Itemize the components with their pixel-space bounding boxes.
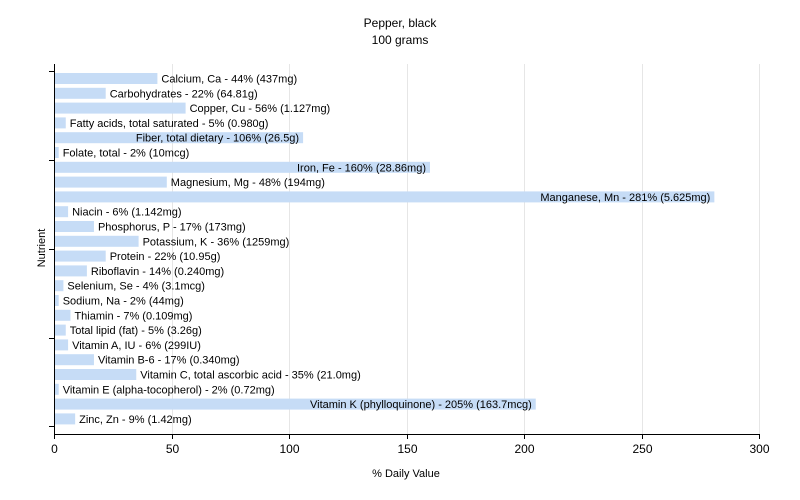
x-tick-label: 50 xyxy=(166,442,180,456)
chart-title: Pepper, black xyxy=(364,16,438,30)
bar xyxy=(54,235,139,247)
chart-subtitle: 100 grams xyxy=(372,33,429,47)
bar-label: Magnesium, Mg - 48% (194mg) xyxy=(171,177,325,189)
x-tick-label: 300 xyxy=(749,442,769,456)
bar-label: Folate, total - 2% (10mcg) xyxy=(63,148,190,160)
bar xyxy=(54,354,94,366)
bar-label: Potassium, K - 36% (1259mg) xyxy=(143,236,290,248)
x-tick-label: 250 xyxy=(632,442,652,456)
bar-label: Vitamin E (alpha-tocopherol) - 2% (0.72m… xyxy=(63,384,275,396)
bars: Calcium, Ca - 44% (437mg) Carbohydrates -… xyxy=(54,73,715,426)
x-tick-label: 0 xyxy=(51,442,58,456)
bar-label: Niacin - 6% (1.142mg) xyxy=(72,207,181,219)
bar xyxy=(54,265,87,277)
bar xyxy=(54,309,71,321)
bar-label: Phosphorus, P - 17% (173mg) xyxy=(98,222,246,234)
bar xyxy=(54,369,137,380)
bar-label: Fiber, total dietary - 106% (26.5g) xyxy=(136,133,299,145)
bar-label: Vitamin B-6 - 17% (0.340mg) xyxy=(98,355,240,367)
bar xyxy=(54,413,76,425)
bar-label: Riboflavin - 14% (0.240mg) xyxy=(91,266,224,278)
x-tick-label: 150 xyxy=(397,442,417,456)
bar xyxy=(54,339,69,351)
bar-label: Copper, Cu - 56% (1.127mg) xyxy=(190,103,331,115)
bar xyxy=(54,176,167,188)
bar-label: Protein - 22% (10.95g) xyxy=(110,251,221,263)
bar xyxy=(54,117,66,129)
bar-label: Thiamin - 7% (0.109mg) xyxy=(74,310,192,322)
bar xyxy=(54,206,69,218)
bar-label: Vitamin A, IU - 6% (299IU) xyxy=(72,340,201,352)
bar xyxy=(54,324,66,336)
bar xyxy=(54,132,304,144)
bar-label: Total lipid (fat) - 5% (3.26g) xyxy=(70,325,202,337)
bar xyxy=(54,383,59,395)
bar xyxy=(54,398,536,410)
bar xyxy=(54,221,94,232)
bar-label: Fatty acids, total saturated - 5% (0.980… xyxy=(70,118,269,130)
bar-label: Vitamin C, total ascorbic acid - 35% (21… xyxy=(140,370,361,382)
bar xyxy=(54,102,186,114)
y-axis-label: Nutrient xyxy=(36,229,48,268)
bar xyxy=(54,250,106,262)
bar-label: Manganese, Mn - 281% (5.625mg) xyxy=(540,192,710,204)
bar-label: Selenium, Se - 4% (3.1mcg) xyxy=(67,281,205,293)
bar xyxy=(54,147,59,158)
bar xyxy=(54,295,59,306)
bar xyxy=(54,280,64,292)
bar-label: Sodium, Na - 2% (44mg) xyxy=(63,296,184,308)
axes: 0 50 100 150 200 250 300 xyxy=(49,64,770,456)
bar-label: Calcium, Ca - 44% (437mg) xyxy=(161,74,297,86)
bar-label: Zinc, Zn - 9% (1.42mg) xyxy=(79,414,191,426)
grid-lines xyxy=(172,64,760,434)
bar-label: Carbohydrates - 22% (64.81g) xyxy=(110,88,258,100)
bar xyxy=(54,73,158,84)
bar-label: Iron, Fe - 160% (28.86mg) xyxy=(297,162,426,174)
bar xyxy=(54,87,106,99)
x-tick-label: 200 xyxy=(514,442,534,456)
bar xyxy=(54,191,715,203)
bar xyxy=(54,161,430,173)
x-tick-label: 100 xyxy=(279,442,299,456)
bar-label: Vitamin K (phylloquinone) - 205% (163.7m… xyxy=(310,399,532,411)
x-axis-label: % Daily Value xyxy=(372,468,440,480)
